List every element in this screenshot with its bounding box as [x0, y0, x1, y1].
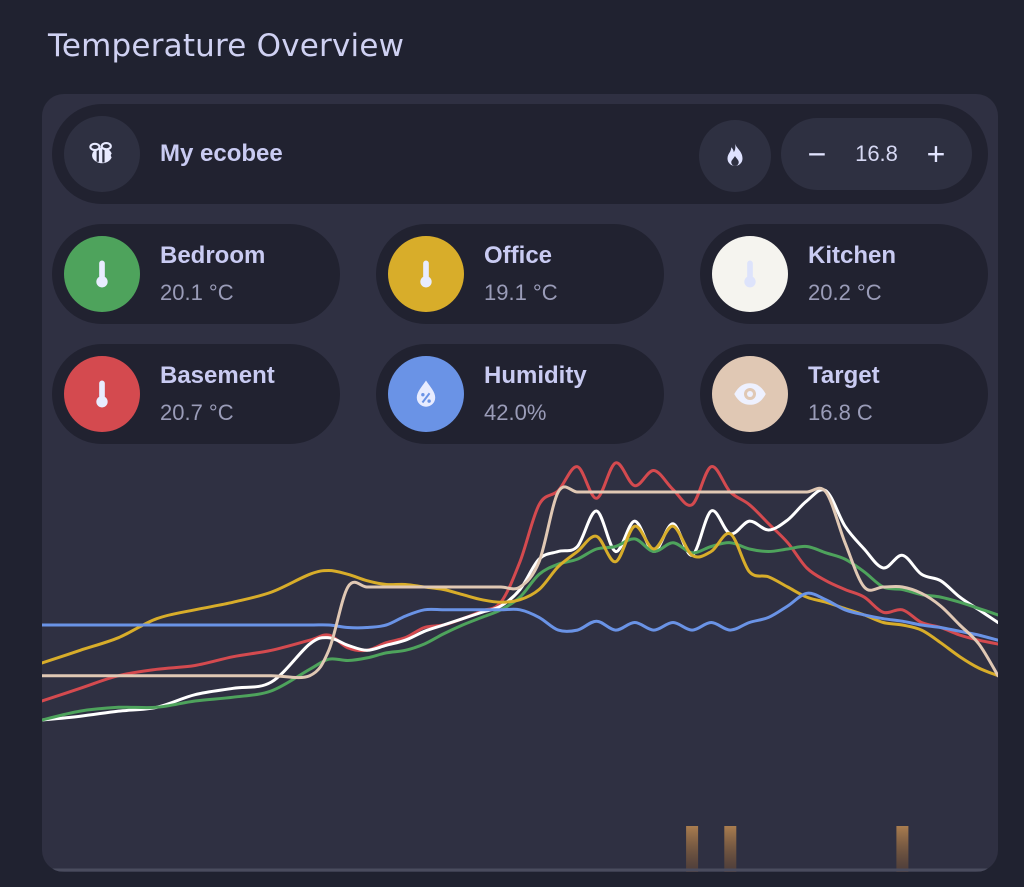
tile-name: Target [808, 362, 880, 389]
series-line-kitchen [42, 488, 998, 722]
tile-value: 42.0% [484, 400, 547, 425]
tile-value: 16.8 C [808, 400, 873, 425]
setpoint-control: − 16.8 + [781, 118, 972, 190]
fire-icon[interactable] [699, 120, 771, 192]
tile-name: Basement [160, 362, 275, 389]
thermometer-icon [388, 236, 464, 312]
tile-name: Bedroom [160, 242, 266, 269]
tile-name: Office [484, 242, 553, 269]
temperature-card: My ecobee − 16.8 + Bedroom 20.1 °C [42, 94, 998, 872]
tile-value: 20.1 °C [160, 280, 234, 305]
setpoint-value: 16.8 [855, 141, 898, 166]
tile-value: 20.7 °C [160, 400, 234, 425]
thermostat-name: My ecobee [160, 140, 283, 167]
thermostat-row[interactable]: My ecobee − 16.8 + [52, 104, 988, 204]
temperature-history-chart [42, 461, 998, 872]
tile-value: 20.2 °C [808, 280, 882, 305]
thermometer-icon [64, 236, 140, 312]
thermometer-icon [64, 356, 140, 432]
series-line-humidity [42, 591, 998, 642]
thermometer-icon [712, 236, 788, 312]
heating-bar [686, 826, 699, 872]
tile-bedroom[interactable]: Bedroom 20.1 °C [52, 224, 340, 324]
heating-bar [896, 826, 909, 872]
series-line-basement [42, 461, 998, 703]
tile-name: Kitchen [808, 242, 897, 269]
eye-icon [712, 356, 788, 432]
tile-office[interactable]: Office 19.1 °C [376, 224, 664, 324]
tile-basement[interactable]: Basement 20.7 °C [52, 344, 340, 444]
increase-setpoint-button[interactable]: + [926, 136, 946, 172]
water-percent-icon [388, 356, 464, 432]
series-line-target [42, 485, 998, 680]
tile-target[interactable]: Target 16.8 C [700, 344, 988, 444]
series-line-bedroom [42, 537, 998, 722]
bee-icon[interactable] [64, 116, 140, 192]
tile-humidity[interactable]: Humidity 42.0% [376, 344, 664, 444]
decrease-setpoint-button[interactable]: − [807, 136, 827, 172]
page-title: Temperature Overview [48, 28, 405, 64]
tile-name: Humidity [484, 362, 587, 389]
heating-bar [724, 826, 737, 872]
series-line-office [42, 524, 998, 678]
tile-kitchen[interactable]: Kitchen 20.2 °C [700, 224, 988, 324]
tile-value: 19.1 °C [484, 280, 558, 305]
